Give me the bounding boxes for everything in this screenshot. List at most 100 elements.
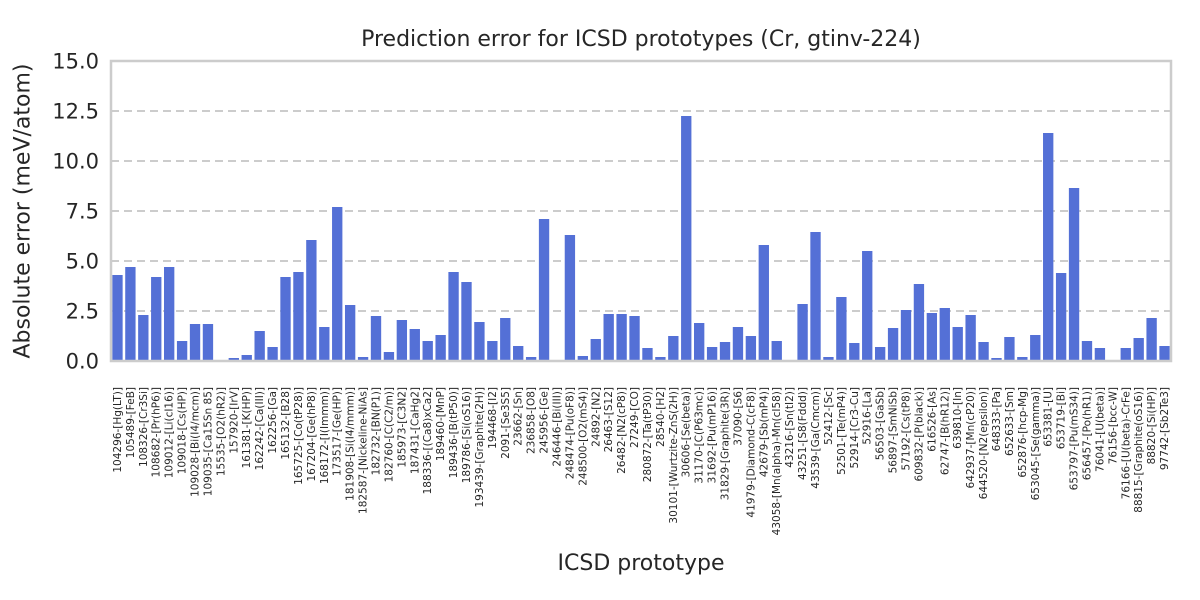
bar: [1133, 338, 1144, 361]
x-tick-label: 43058-[Mn(alpha)-Mn(cI58)]: [771, 387, 783, 535]
x-tick-label: 653381-[U]: [1043, 387, 1055, 447]
bar: [254, 331, 265, 361]
bar: [913, 284, 925, 361]
plot-frame: [109, 59, 1173, 363]
bar: [164, 267, 175, 361]
bar: [836, 297, 847, 361]
x-tick-label: 76041-[U(beta)]: [1094, 387, 1106, 472]
bar: [267, 347, 278, 361]
x-tick-label: 189786-[Si(oS16)]: [461, 387, 473, 483]
x-tick-label: 652876-[hcp-Mg]: [1017, 387, 1029, 478]
bar: [991, 358, 1002, 361]
y-tick-label: 10.0: [52, 150, 99, 174]
x-tick-label: 185973-[C3N2]: [396, 387, 408, 468]
x-tick-label: 653719-[Bi]: [1056, 387, 1068, 449]
x-tick-label: 653045-[Se(gamma)]: [1030, 387, 1042, 500]
x-tick-label: 181908-[Si(I4/mmm)]: [345, 387, 357, 501]
x-tick-label: 41979-[Diamond-C(cF8)]: [745, 387, 757, 518]
bar: [1081, 341, 1093, 361]
bar: [151, 277, 162, 361]
bar: [577, 356, 588, 361]
bar: [668, 336, 679, 361]
x-tick-label: 104296-[Hg(LT)]: [112, 387, 124, 473]
y-axis-ticks: 0.0 2.5 5.0 7.5 10.0 12.5 15.0: [52, 50, 99, 374]
x-tick-label: 639810-[In]: [952, 387, 964, 449]
bar: [332, 207, 343, 361]
bar: [409, 329, 420, 361]
bar: [887, 328, 899, 361]
x-tick-label: 30606-[Se(beta)]: [681, 387, 693, 477]
x-tick-label: 31829-[Graphite(3R)]: [720, 387, 732, 500]
x-tick-label: 173517-[Ge(HP)]: [332, 387, 344, 476]
x-tick-label: 56503-[GaSb]: [875, 387, 887, 460]
x-tick-label: 26463-[S12]: [603, 387, 615, 452]
bar: [448, 272, 459, 361]
x-tick-label: 248500-[O2(mS4)]: [577, 387, 589, 486]
bar: [513, 346, 524, 361]
y-tick-label: 5.0: [66, 250, 99, 274]
x-tick-label: 56897-[SmNiSb]: [888, 387, 900, 473]
bar: [202, 324, 214, 361]
bar: [564, 235, 576, 361]
x-tick-label: 24892-[N2]: [590, 387, 602, 447]
bar: [1068, 188, 1080, 361]
x-tick-label: 31170-[C(P63mc)]: [694, 387, 706, 484]
bar: [396, 320, 408, 361]
y-tick-label: 15.0: [52, 50, 99, 74]
bar: [874, 347, 886, 361]
bar: [306, 240, 317, 361]
x-tick-label: 652633-[Sm]: [1004, 387, 1016, 456]
x-tick-label: 182760-[C(C2/m)]: [383, 387, 395, 482]
x-tick-label: 105489-[FeB]: [125, 387, 137, 458]
x-tick-label: 108682-[Pr(hP6)]: [151, 387, 163, 477]
bars: [112, 116, 1170, 361]
x-tick-label: 165725-[Co(tP28)]: [293, 387, 305, 485]
x-tick-label: 248474-[Pu(oF8)]: [564, 387, 576, 479]
x-tick-label: 37090-[S6]: [732, 387, 744, 446]
x-tick-label: 43539-[Ga(Cmcm)]: [810, 387, 822, 489]
x-tick-label: 167204-[Ge(hP8)]: [306, 387, 318, 482]
x-tick-label: 616526-[As]: [926, 387, 938, 452]
bar: [900, 310, 912, 361]
x-tick-label: 76166-[U(beta)-CrFe]: [1120, 387, 1132, 499]
bar: [745, 336, 757, 361]
bar: [422, 341, 433, 361]
x-tick-label: 642937-[Mn(cP20)]: [965, 387, 977, 488]
x-tick-label: 189436-[B(tP50)]: [448, 387, 460, 478]
x-axis-ticks: 104296-[Hg(LT)] 105489-[FeB] 108326-[Cr3Si…: [112, 387, 1171, 535]
bar: [732, 327, 744, 361]
bar: [862, 251, 873, 361]
bar: [538, 219, 550, 361]
x-tick-label: 182732-[BN(P1)]: [371, 387, 383, 475]
bar: [293, 272, 304, 361]
bar: [241, 355, 252, 361]
bar: [344, 305, 356, 361]
bar: [525, 357, 537, 361]
bar: [138, 315, 149, 361]
x-tick-label: 246446-[Bi(III)]: [551, 387, 563, 467]
x-tick-label: 280872-[Ta(tP30)]: [642, 387, 654, 482]
bar: [965, 315, 976, 361]
x-tick-label: 109012-[Li(cI16)]: [164, 387, 176, 478]
x-tick-label: 162242-[Ca(III)]: [254, 387, 266, 470]
x-tick-label: 30101-[Wurtzite-ZnS(2H)]: [668, 387, 680, 524]
bar: [1017, 357, 1028, 361]
bar: [1094, 348, 1106, 361]
x-tick-label: 168172-[I(Immm)]: [319, 387, 331, 484]
bar: [849, 343, 860, 361]
x-tick-label: 97742-[Sb2Te3]: [1159, 387, 1171, 470]
bar: [978, 342, 989, 361]
x-tick-label: 236858-[O8]: [526, 387, 538, 454]
x-tick-label: 42679-[Sb(mP4)]: [758, 387, 770, 477]
x-tick-label: 2091-[Se3S5]: [500, 387, 512, 459]
bar: [319, 327, 330, 361]
x-tick-label: 43216-[Sn(tI2)]: [784, 387, 796, 468]
x-tick-label: 109028-[Bi(I4/mcm)]: [190, 387, 202, 497]
bar: [176, 341, 188, 361]
y-tick-label: 2.5: [66, 300, 99, 324]
y-tick-label: 7.5: [66, 200, 99, 224]
bar: [1043, 133, 1054, 361]
gridlines: [111, 110, 1171, 312]
x-tick-label: 182587-[Nickeline-NiAs]: [358, 387, 370, 514]
